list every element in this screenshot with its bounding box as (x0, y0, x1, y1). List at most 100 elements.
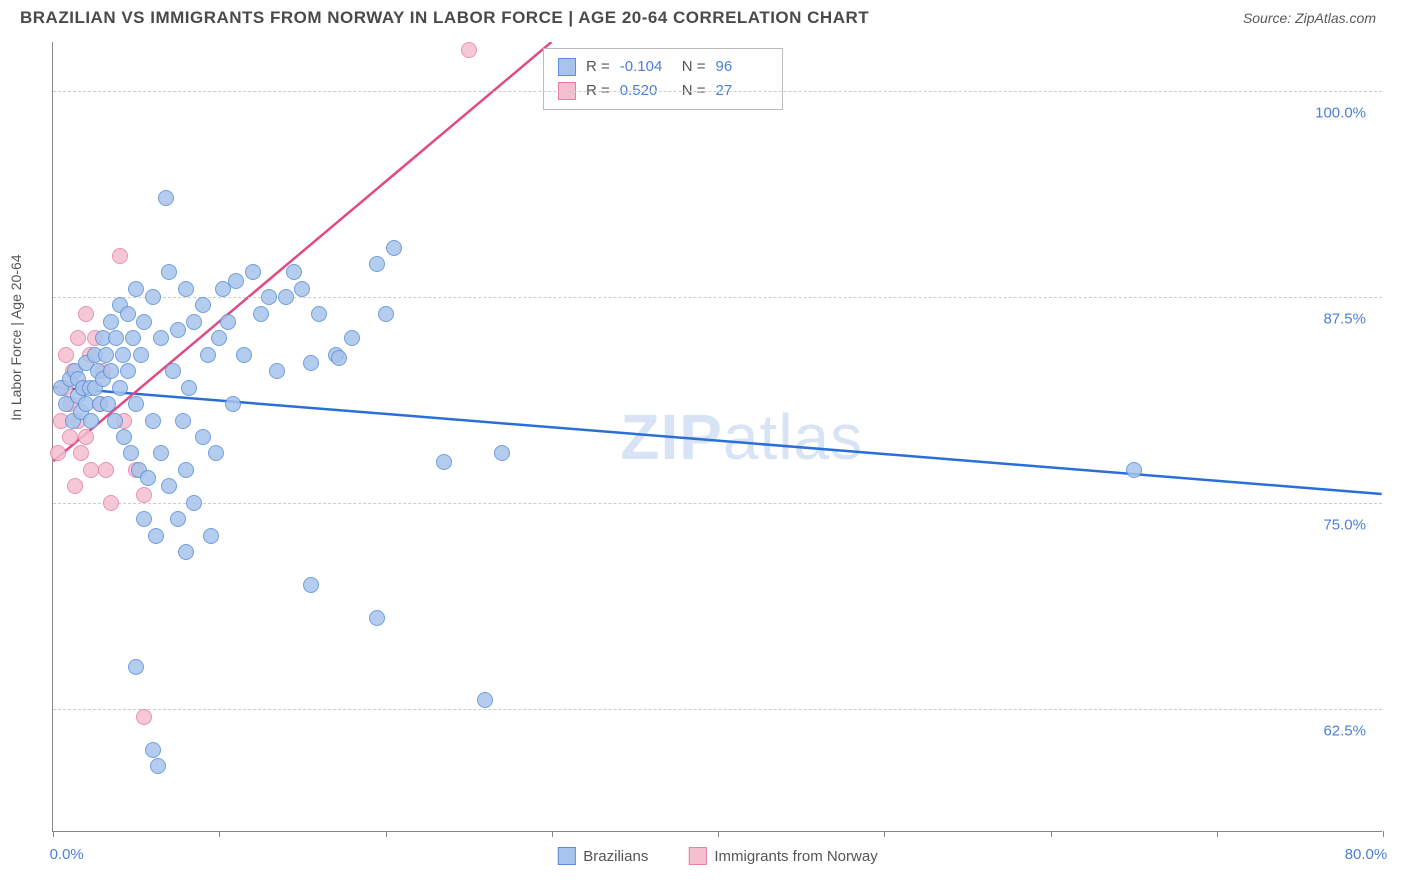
scatter-point (50, 445, 66, 461)
scatter-point (128, 396, 144, 412)
y-tick-label: 87.5% (1319, 311, 1370, 328)
scatter-point (186, 495, 202, 511)
scatter-point (178, 281, 194, 297)
scatter-point (178, 462, 194, 478)
x-tick (386, 831, 387, 837)
scatter-point (378, 306, 394, 322)
watermark: ZIPatlas (620, 400, 863, 474)
scatter-point (261, 289, 277, 305)
scatter-point (128, 281, 144, 297)
x-tick (884, 831, 885, 837)
scatter-point (175, 413, 191, 429)
scatter-point (158, 190, 174, 206)
scatter-point (70, 330, 86, 346)
scatter-point (195, 429, 211, 445)
scatter-point (170, 511, 186, 527)
scatter-point (145, 413, 161, 429)
gridline-h (53, 91, 1382, 92)
scatter-point (253, 306, 269, 322)
r-label: R = (586, 55, 610, 79)
x-tick (53, 831, 54, 837)
scatter-point (178, 544, 194, 560)
scatter-point (58, 347, 74, 363)
scatter-point (477, 692, 493, 708)
x-tick (552, 831, 553, 837)
scatter-point (153, 445, 169, 461)
scatter-point (181, 380, 197, 396)
scatter-point (103, 495, 119, 511)
scatter-point (494, 445, 510, 461)
scatter-point (153, 330, 169, 346)
trend-lines (53, 42, 1382, 831)
scatter-point (136, 709, 152, 725)
y-tick-label: 100.0% (1311, 105, 1370, 122)
scatter-point (186, 314, 202, 330)
info-row: R = -0.104 N = 96 (558, 55, 768, 79)
scatter-point (228, 273, 244, 289)
correlation-info-box: R =-0.104N =96R =0.520N =27 (543, 48, 783, 110)
legend: BraziliansImmigrants from Norway (557, 847, 877, 865)
scatter-point (161, 264, 177, 280)
scatter-point (344, 330, 360, 346)
scatter-point (78, 306, 94, 322)
swatch-icon (688, 847, 706, 865)
scatter-point (112, 248, 128, 264)
scatter-point (73, 445, 89, 461)
scatter-point (331, 350, 347, 366)
scatter-point (128, 659, 144, 675)
scatter-point (303, 577, 319, 593)
scatter-point (220, 314, 236, 330)
scatter-point (125, 330, 141, 346)
scatter-point (116, 429, 132, 445)
scatter-point (115, 347, 131, 363)
r-value: -0.104 (620, 55, 672, 79)
y-tick-label: 75.0% (1319, 516, 1370, 533)
scatter-point (107, 413, 123, 429)
scatter-point (145, 742, 161, 758)
scatter-point (225, 396, 241, 412)
x-tick-label: 0.0% (50, 846, 84, 863)
x-tick (718, 831, 719, 837)
legend-label: Brazilians (583, 848, 648, 865)
scatter-point (170, 322, 186, 338)
scatter-point (436, 454, 452, 470)
scatter-point (83, 413, 99, 429)
scatter-point (112, 380, 128, 396)
scatter-point (148, 528, 164, 544)
n-label: N = (682, 55, 706, 79)
y-axis-label: In Labor Force | Age 20-64 (8, 254, 24, 420)
scatter-point (136, 511, 152, 527)
scatter-point (120, 363, 136, 379)
y-tick-label: 62.5% (1319, 722, 1370, 739)
scatter-point (294, 281, 310, 297)
x-tick (219, 831, 220, 837)
scatter-point (136, 487, 152, 503)
scatter-point (145, 289, 161, 305)
source-attribution: Source: ZipAtlas.com (1243, 10, 1376, 26)
n-value: 96 (716, 55, 768, 79)
legend-item: Brazilians (557, 847, 648, 865)
scatter-point (98, 462, 114, 478)
scatter-point (386, 240, 402, 256)
x-tick (1051, 831, 1052, 837)
scatter-point (203, 528, 219, 544)
scatter-point (369, 256, 385, 272)
scatter-point (278, 289, 294, 305)
scatter-point (1126, 462, 1142, 478)
scatter-point (461, 42, 477, 58)
scatter-point (208, 445, 224, 461)
gridline-h (53, 709, 1382, 710)
x-tick (1383, 831, 1384, 837)
scatter-point (211, 330, 227, 346)
scatter-point (369, 610, 385, 626)
scatter-point (140, 470, 156, 486)
scatter-point (103, 314, 119, 330)
scatter-point (245, 264, 261, 280)
x-tick (1217, 831, 1218, 837)
scatter-point (200, 347, 216, 363)
scatter-point (78, 429, 94, 445)
scatter-chart: ZIPatlas R =-0.104N =96R =0.520N =27 Bra… (52, 42, 1382, 832)
scatter-point (269, 363, 285, 379)
scatter-point (98, 347, 114, 363)
scatter-point (103, 363, 119, 379)
